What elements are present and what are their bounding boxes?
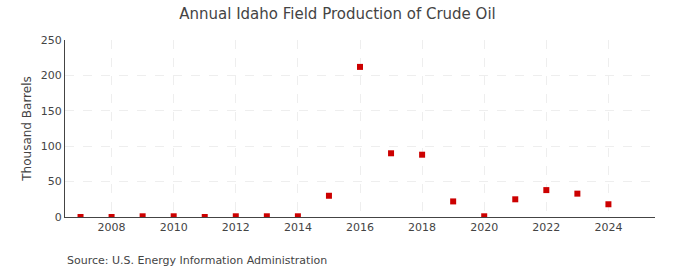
svg-text:0: 0: [55, 211, 62, 224]
svg-text:2016: 2016: [346, 221, 374, 234]
svg-text:Thousand Barrels: Thousand Barrels: [20, 76, 34, 181]
svg-text:200: 200: [41, 69, 62, 82]
svg-text:100: 100: [41, 140, 62, 153]
svg-text:2008: 2008: [98, 221, 126, 234]
svg-text:2020: 2020: [470, 221, 498, 234]
svg-text:2010: 2010: [160, 221, 188, 234]
svg-text:2022: 2022: [532, 221, 560, 234]
svg-text:2024: 2024: [594, 221, 622, 234]
svg-text:150: 150: [41, 105, 62, 118]
svg-text:2018: 2018: [408, 221, 436, 234]
svg-text:250: 250: [41, 34, 62, 47]
svg-text:Source: U.S. Energy Informatio: Source: U.S. Energy Information Administ…: [67, 254, 327, 267]
svg-text:Annual Idaho Field Production: Annual Idaho Field Production of Crude O…: [179, 5, 496, 23]
svg-text:2012: 2012: [222, 221, 250, 234]
svg-text:2014: 2014: [284, 221, 312, 234]
svg-text:50: 50: [48, 175, 62, 188]
